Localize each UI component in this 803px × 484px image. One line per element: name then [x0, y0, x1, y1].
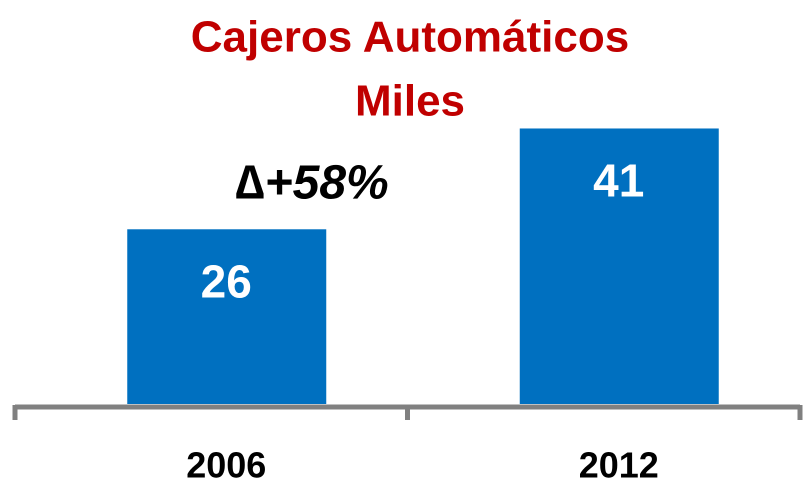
value-label: 41	[593, 155, 644, 207]
x-tick-label: 2012	[579, 445, 659, 484]
chart-title: Cajeros Automáticos	[191, 13, 629, 62]
value-label: 26	[201, 255, 252, 307]
bar	[127, 229, 327, 404]
x-tick-label: 2006	[186, 445, 266, 484]
annotation: ∆+58%	[235, 157, 388, 210]
bar	[519, 128, 719, 405]
chart-subtitle: Miles	[355, 77, 465, 126]
